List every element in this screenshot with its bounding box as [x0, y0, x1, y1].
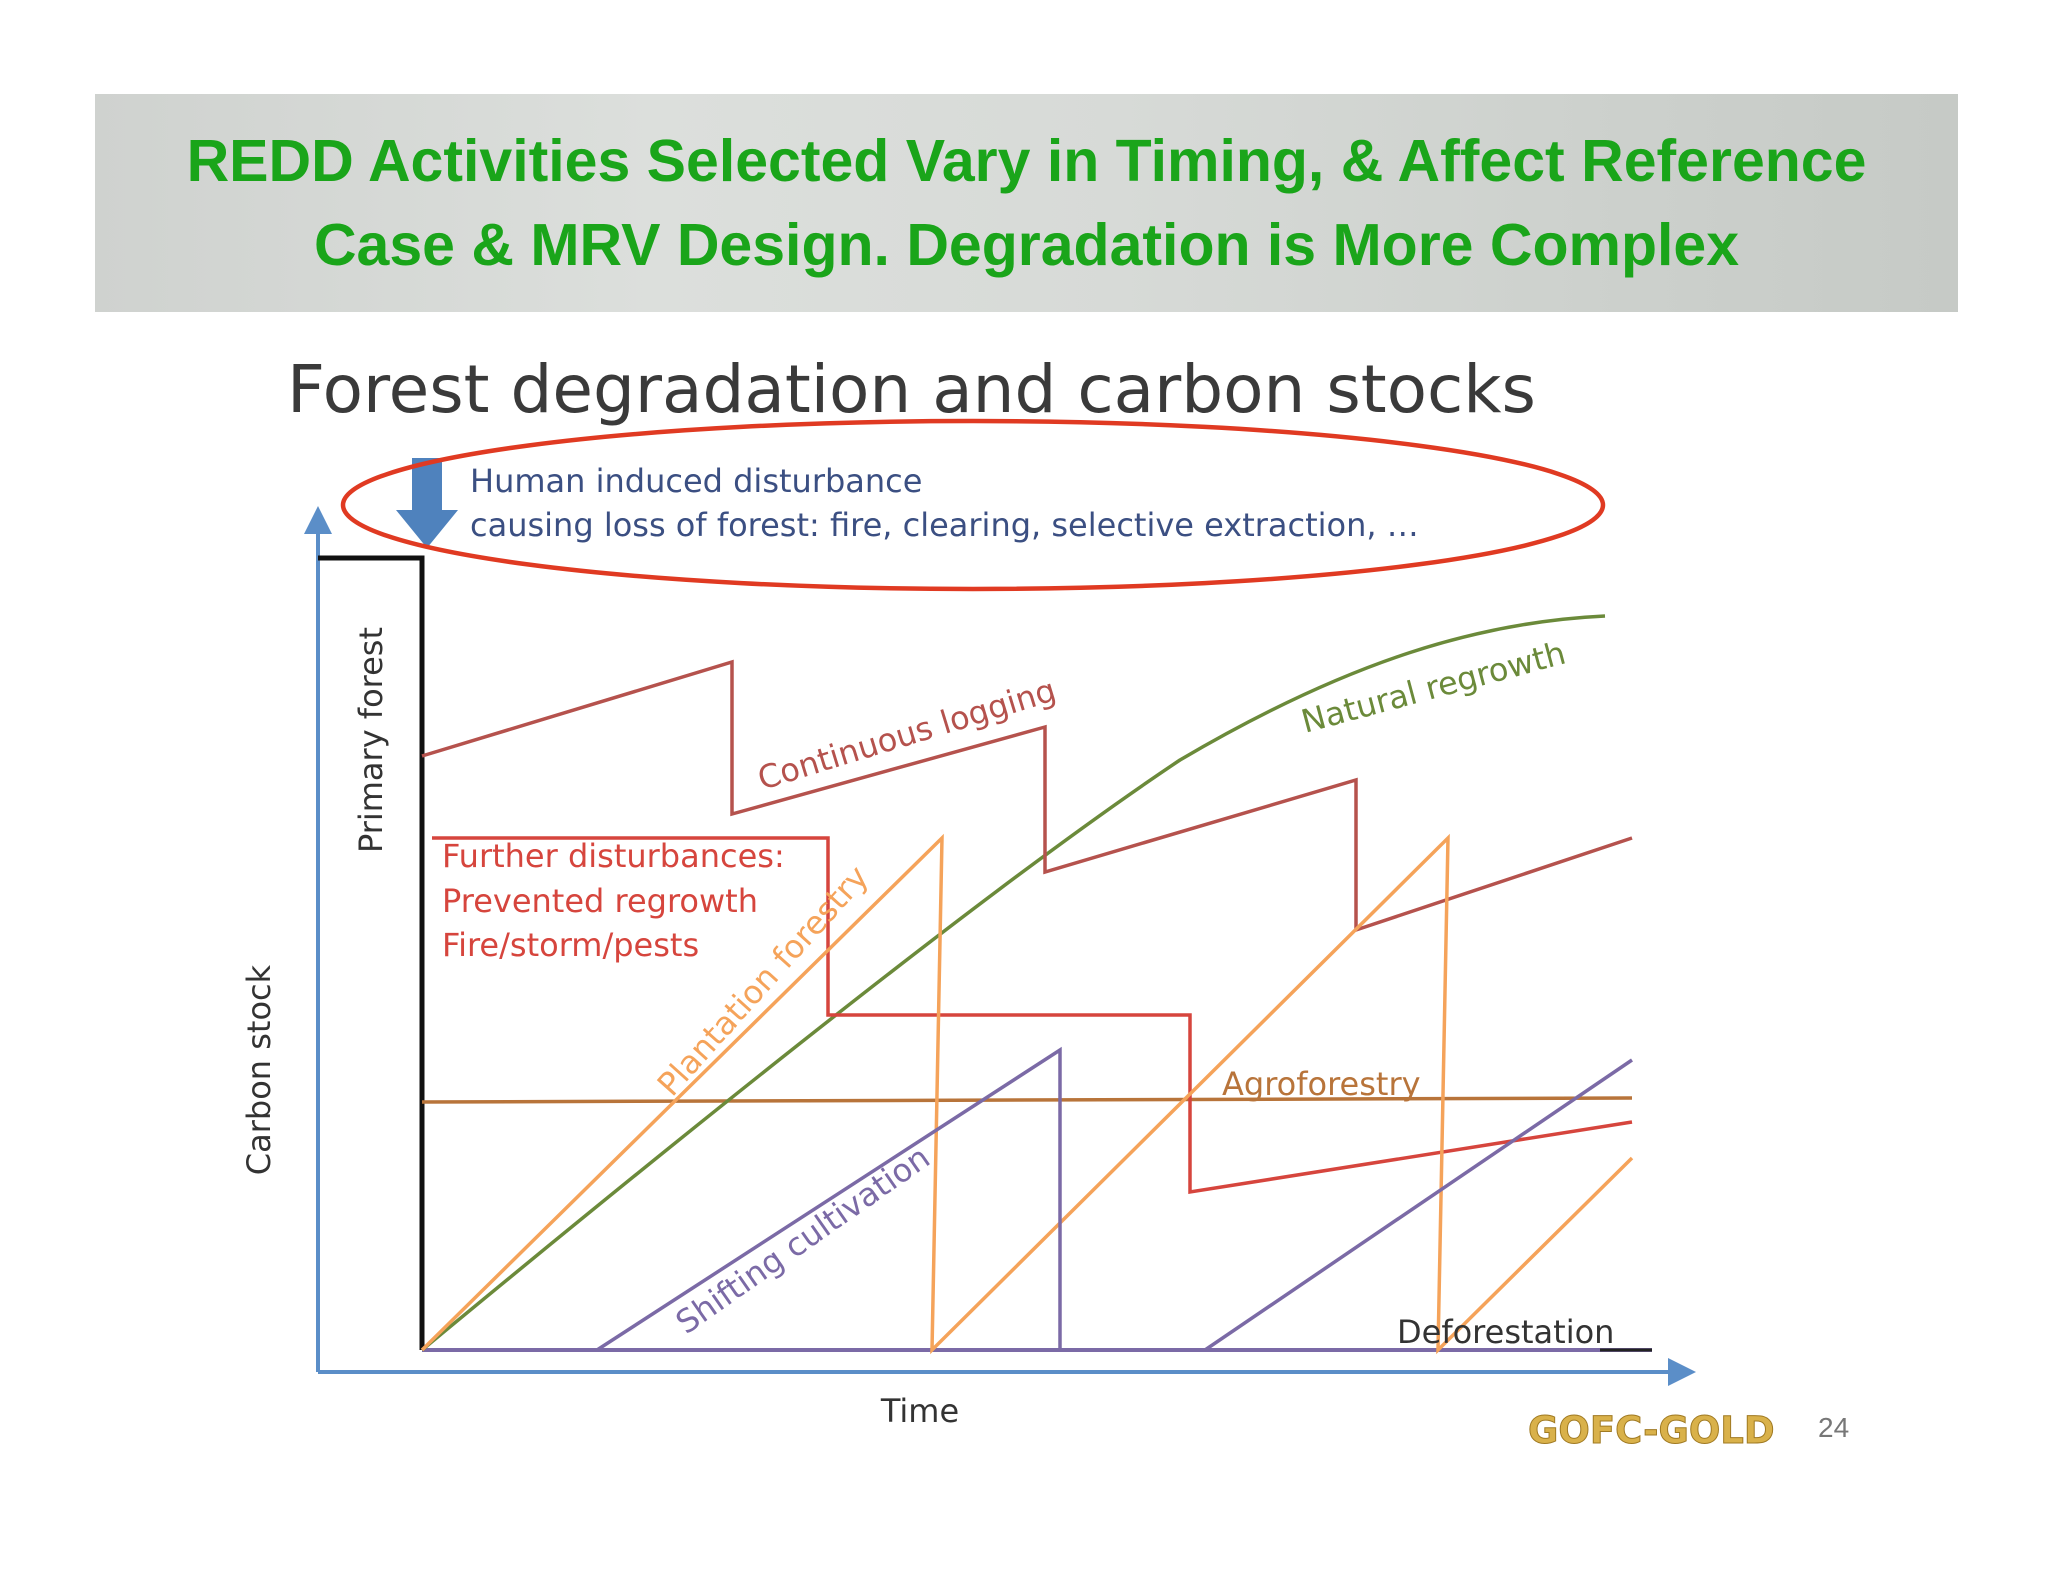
y-axis-label: Carbon stock: [240, 964, 278, 1175]
title-banner: REDD Activities Selected Vary in Timing,…: [95, 94, 1958, 312]
highlight-ellipse: [340, 418, 1606, 592]
natural-regrowth-curve: [420, 614, 1606, 1352]
primary-forest-label: Primary forest: [352, 627, 390, 853]
disturbance-text-line-2: causing loss of forest: fire, clearing, …: [470, 506, 1419, 544]
x-axis-label: Time: [880, 1392, 959, 1430]
agroforestry-label: Agroforestry: [1222, 1065, 1421, 1103]
agroforestry-line: [421, 1096, 1633, 1104]
primary-forest-line: [318, 555, 425, 1350]
slide-title-line-2: Case & MRV Design. Degradation is More C…: [313, 212, 1740, 278]
continuous-logging-line: [421, 659, 1633, 933]
disturbance-arrow-icon: [396, 458, 458, 548]
deforestation-label: Deforestation: [1397, 1313, 1614, 1351]
slide-title-line-1: REDD Activities Selected Vary in Timing,…: [186, 128, 1867, 194]
further-disturbances-item-1: Prevented regrowth: [442, 882, 758, 920]
natural-regrowth-label: Natural regrowth: [1297, 634, 1569, 741]
gofc-gold-logo: GOFC-GOLD: [1528, 1409, 1775, 1452]
shifting-cultivation-cycle-2: [1204, 1058, 1633, 1352]
page-number: 24: [1818, 1412, 1850, 1443]
diagram-heading: Forest degradation and carbon stocks: [287, 351, 1536, 428]
disturbance-text-line-1: Human induced disturbance: [470, 462, 922, 500]
further-disturbances-heading: Further disturbances:: [442, 837, 785, 875]
shifting-cultivation-cycle-1: [596, 1046, 1062, 1352]
plantation-forestry-line: [420, 833, 1634, 1355]
further-disturbances-line: [432, 836, 1633, 1195]
shifting-cultivation-label: Shifting cultivation: [669, 1138, 937, 1341]
further-disturbances-item-2: Fire/storm/pests: [442, 926, 699, 964]
